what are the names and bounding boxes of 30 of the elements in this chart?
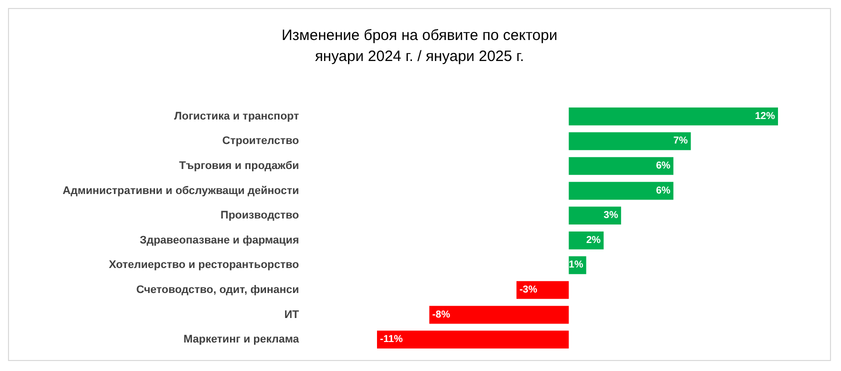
y-tick-label: Строителство xyxy=(222,135,300,148)
y-tick-label: Производство xyxy=(220,210,300,222)
y-tick-label: Хотелиерство и ресторантьорство xyxy=(108,259,300,272)
chart-subtitle: януари 2024 г. / януари 2025 г. xyxy=(314,48,524,65)
y-tick-label: Търговия и продажби xyxy=(179,160,299,172)
y-tick-label: Логистика и транспорт xyxy=(174,110,300,122)
y-tick-label: ИТ xyxy=(284,308,300,321)
bar xyxy=(568,206,622,225)
bar xyxy=(568,182,674,200)
y-tick-label: Административни и обслужващи дейности xyxy=(62,184,299,197)
data-label: 7% xyxy=(673,136,688,147)
data-label: -8% xyxy=(432,309,450,320)
data-label: 6% xyxy=(656,185,670,196)
bar xyxy=(377,330,569,349)
data-label: 1% xyxy=(568,260,584,271)
chart-title: Изменение броя на обявите по сектори xyxy=(282,27,558,44)
y-tick-label: Здравеопазване и фармация xyxy=(140,234,299,246)
bar xyxy=(429,306,569,324)
data-label: -3% xyxy=(519,284,538,296)
bar xyxy=(568,132,691,150)
bar xyxy=(568,157,674,175)
y-tick-label: Маркетинг и реклама xyxy=(183,334,300,346)
data-label: 2% xyxy=(586,234,601,246)
bar xyxy=(568,107,778,126)
data-label: 6% xyxy=(656,160,670,172)
bar xyxy=(516,281,569,299)
y-tick-label: Счетоводство, одит, финанси xyxy=(136,284,299,296)
data-label: 12% xyxy=(754,110,776,122)
data-label: -11% xyxy=(380,334,403,346)
data-label: 3% xyxy=(604,210,618,222)
